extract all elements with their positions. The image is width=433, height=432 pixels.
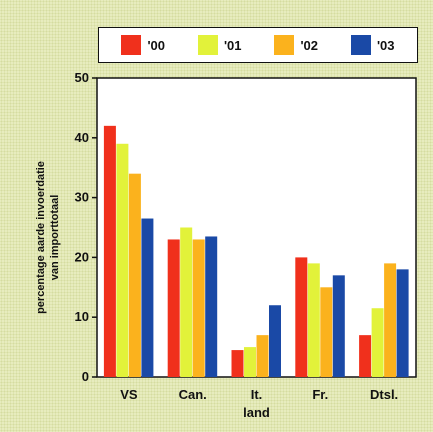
y-axis-title: percentage aarde invoerdatie van importto… — [35, 161, 61, 314]
legend-label-03: '03 — [376, 37, 395, 53]
bar-fr-series-1 — [307, 263, 320, 377]
bars — [103, 125, 409, 377]
legend-label-01: '01 — [223, 37, 242, 53]
bar-vs-series-3 — [141, 218, 154, 377]
bar-fr-series-3 — [332, 275, 345, 377]
bar-it-series-0 — [231, 350, 244, 377]
legend-item-00: '00 — [121, 35, 165, 55]
y-axis-ticks: 0 10 20 30 40 50 — [75, 70, 97, 384]
bar-dtsl-series-2 — [384, 263, 397, 377]
x-tick-label: Can. — [179, 387, 207, 402]
bar-fr-series-0 — [295, 257, 308, 377]
legend-item-03: '03 — [350, 35, 395, 55]
x-tick-label: It. — [251, 387, 263, 402]
x-tick-label: VS — [120, 387, 138, 402]
x-axis-title: land — [243, 405, 270, 420]
y-tick-label: 10 — [75, 309, 89, 324]
bar-can-series-3 — [205, 236, 218, 377]
y-tick-label: 30 — [75, 190, 89, 205]
bar-can-series-0 — [167, 239, 180, 377]
legend-item-02: '02 — [274, 35, 318, 55]
y-tick-label: 40 — [75, 130, 89, 145]
bar-it-series-3 — [269, 305, 281, 377]
x-tick-label: Fr. — [312, 387, 328, 402]
bar-fr-series-2 — [320, 287, 333, 377]
legend-label-02: '02 — [300, 37, 319, 53]
y-axis-title-line-2: van importtotaal — [49, 195, 61, 281]
bar-dtsl-series-0 — [359, 335, 372, 377]
legend-swatch-02 — [274, 35, 295, 55]
bar-dtsl-series-1 — [371, 308, 384, 377]
x-axis-ticks: VS Can. It. Fr. Dtsl. — [120, 387, 398, 402]
y-axis-title-line-1: percentage aarde invoerdatie — [35, 161, 47, 314]
x-tick-label: Dtsl. — [370, 387, 398, 402]
bar-can-series-1 — [180, 227, 193, 377]
bar-it-series-1 — [244, 347, 256, 377]
y-tick-label: 0 — [82, 369, 89, 384]
legend: '00 '01 '02 '03 — [98, 27, 418, 63]
legend-swatch-03 — [350, 35, 371, 55]
legend-swatch-01 — [197, 35, 218, 55]
bar-it-series-2 — [256, 335, 269, 377]
bar-dtsl-series-3 — [396, 269, 409, 377]
bar-vs-series-0 — [103, 125, 116, 377]
y-tick-label: 20 — [75, 249, 89, 264]
y-tick-label: 50 — [75, 70, 89, 85]
legend-swatch-00 — [121, 35, 142, 55]
legend-item-01: '01 — [197, 35, 242, 55]
bar-vs-series-1 — [116, 143, 129, 377]
bar-vs-series-2 — [128, 173, 141, 377]
bar-can-series-2 — [192, 239, 205, 377]
legend-label-00: '00 — [147, 37, 166, 53]
